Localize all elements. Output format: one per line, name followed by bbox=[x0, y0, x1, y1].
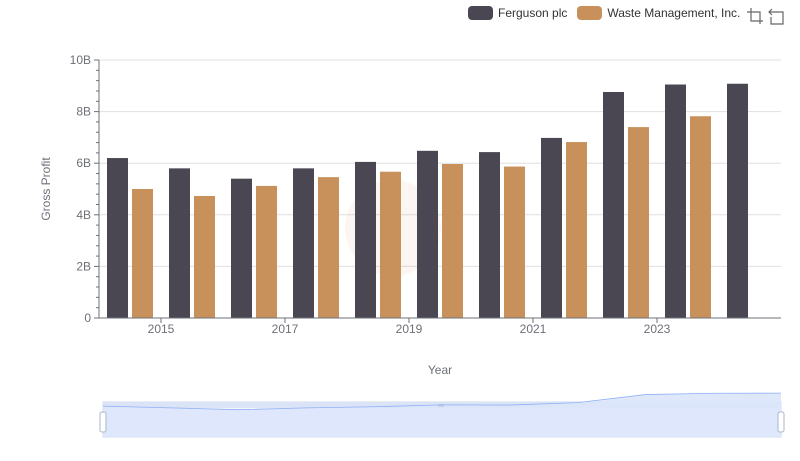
x-axis-tick-labels: 2015 2017 2019 2021 2023 bbox=[148, 322, 671, 336]
bar bbox=[665, 84, 686, 318]
zoom-preview-line bbox=[102, 392, 782, 411]
bar bbox=[566, 142, 587, 318]
bar bbox=[727, 83, 748, 319]
legend-swatch-ferguson bbox=[468, 6, 493, 20]
x-axis-title: Year bbox=[428, 363, 452, 377]
y-tick-label: 4B bbox=[76, 208, 91, 222]
bar bbox=[479, 152, 500, 318]
bars bbox=[107, 83, 748, 319]
zoom-handle-left bbox=[99, 411, 107, 433]
bar bbox=[541, 137, 562, 318]
zoom-move-handle bbox=[438, 404, 444, 407]
bar bbox=[603, 91, 624, 318]
y-tick-label: 0 bbox=[84, 311, 91, 325]
bar bbox=[132, 189, 153, 318]
bar bbox=[169, 168, 190, 318]
zoom-icon[interactable] bbox=[746, 7, 764, 25]
y-tick-label: 10B bbox=[70, 53, 91, 67]
bar bbox=[355, 161, 376, 318]
y-axis-title: Gross Profit bbox=[39, 157, 53, 221]
x-tick-label: 2015 bbox=[148, 322, 175, 336]
legend-item-waste-management[interactable]: Waste Management, Inc. bbox=[577, 6, 740, 20]
bar bbox=[380, 171, 401, 318]
x-tick-label: 2017 bbox=[272, 322, 299, 336]
x-tick-label: 2023 bbox=[644, 322, 671, 336]
bar bbox=[256, 185, 277, 318]
bar bbox=[417, 150, 438, 318]
legend-item-ferguson[interactable]: Ferguson plc bbox=[468, 6, 567, 20]
legend-label-ferguson: Ferguson plc bbox=[498, 6, 568, 20]
bar bbox=[318, 177, 339, 318]
bar bbox=[504, 166, 525, 318]
x-tick-label: 2019 bbox=[396, 322, 423, 336]
bar bbox=[628, 127, 649, 318]
zoom-handle-right bbox=[777, 411, 785, 433]
zoom-preview-area bbox=[103, 393, 781, 437]
data-zoom-slider[interactable] bbox=[99, 392, 785, 438]
bar bbox=[107, 158, 128, 318]
bar bbox=[293, 168, 314, 318]
bar bbox=[690, 116, 711, 318]
y-tick-label: 2B bbox=[76, 259, 91, 273]
legend: Ferguson plc Waste Management, Inc. bbox=[468, 5, 750, 21]
toolbox bbox=[746, 7, 790, 25]
bar bbox=[194, 195, 215, 318]
y-tick-label: 6B bbox=[76, 156, 91, 170]
bar bbox=[442, 163, 463, 318]
y-tick-label: 8B bbox=[76, 105, 91, 119]
axes bbox=[94, 59, 781, 323]
x-tick-label: 2021 bbox=[520, 322, 547, 336]
zoom-reset-icon[interactable] bbox=[768, 7, 786, 25]
y-axis-tick-labels: 0 2B 4B 6B 8B 10B bbox=[70, 53, 92, 325]
bar bbox=[231, 178, 252, 318]
legend-swatch-waste-management bbox=[577, 6, 603, 20]
legend-label-waste-management: Waste Management, Inc. bbox=[607, 6, 741, 20]
